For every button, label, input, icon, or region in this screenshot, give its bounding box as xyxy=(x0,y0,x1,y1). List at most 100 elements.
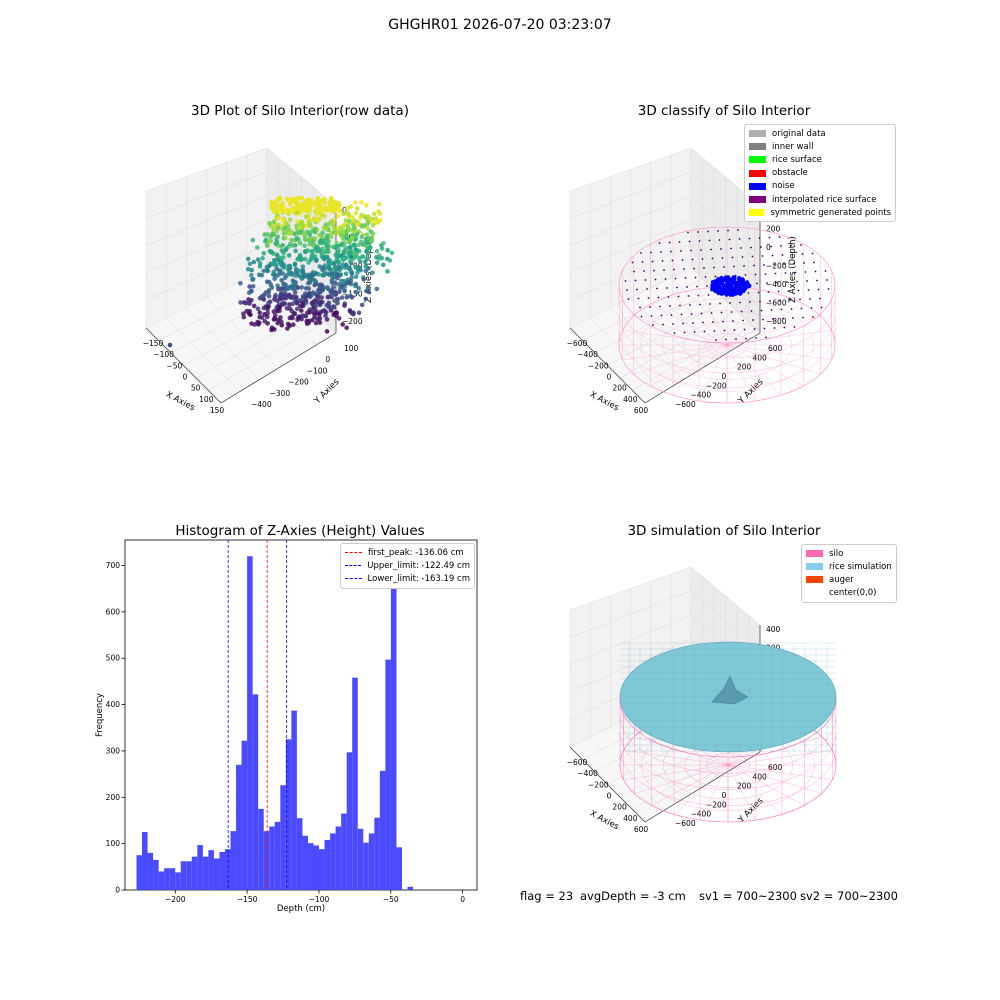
raw-scatter-point xyxy=(295,219,301,224)
raw-scatter-point xyxy=(354,290,359,295)
classify-interpolated-point xyxy=(662,323,664,326)
classify-interpolated-point xyxy=(671,259,674,262)
raw-scatter-point xyxy=(318,238,324,243)
raw-scatter-point xyxy=(269,199,274,205)
simulation-x-axis-label: X Axies xyxy=(588,809,621,833)
raw-scatter-point xyxy=(341,278,347,284)
raw-scatter-point xyxy=(359,212,365,218)
raw-scatter-point xyxy=(275,253,280,258)
raw-scatter-point xyxy=(346,225,351,231)
raw-scatter-point xyxy=(273,200,278,206)
classify-interpolated-point xyxy=(673,332,676,334)
classify-silo-wire xyxy=(618,226,836,404)
classify-interpolated-point xyxy=(774,272,777,275)
classify-interpolated-point xyxy=(704,276,707,278)
raw-scatter-point xyxy=(255,306,261,312)
raw-scatter-point xyxy=(377,211,383,216)
classify-interpolated-point xyxy=(766,282,768,284)
raw-scatter-point xyxy=(316,312,322,317)
raw-scatter-point xyxy=(309,274,314,280)
raw-scatter-point xyxy=(295,300,300,306)
legend-swatch xyxy=(749,130,766,138)
classify-interpolated-point xyxy=(649,306,651,308)
classify-interpolated-point xyxy=(819,297,821,300)
classify-x-axis-line xyxy=(569,327,646,404)
raw-scatter-point xyxy=(374,260,380,266)
raw-scatter-point xyxy=(308,204,313,210)
raw-scatter-point xyxy=(355,270,360,275)
raw-scatter-point xyxy=(345,206,350,211)
classify-interpolated-point xyxy=(624,280,627,282)
classify-interpolated-point xyxy=(778,236,781,238)
classify-interpolated-point xyxy=(680,313,683,316)
classify-interpolated-point xyxy=(783,263,785,265)
raw-scatter-point xyxy=(344,325,349,331)
classify-interpolated-point xyxy=(713,330,716,332)
raw-scatter-point xyxy=(347,259,353,264)
raw-scatter-point xyxy=(303,300,309,306)
raw-scatter-point xyxy=(322,308,328,314)
classify-interpolated-point xyxy=(796,280,798,283)
classify-silo-wire-floor-spoke xyxy=(726,329,832,346)
raw-scatter-point xyxy=(356,255,362,261)
legend-swatch xyxy=(749,143,766,151)
raw-scatter-point xyxy=(284,306,290,311)
raw-scatter-point xyxy=(294,306,300,312)
raw-scatter-point xyxy=(291,322,296,328)
classify-surface-points xyxy=(624,229,830,341)
classify-interpolated-point xyxy=(760,309,763,312)
classify-interpolated-point xyxy=(674,277,677,280)
classify-interpolated-point xyxy=(787,290,790,292)
simulation-silo-wire-floor-spoke xyxy=(727,764,833,780)
raw-scatter-point xyxy=(347,238,353,244)
legend-swatch xyxy=(806,550,823,558)
classify-interpolated-point xyxy=(763,264,765,266)
legend-item: Upper_limit: -122.49 cm xyxy=(345,559,470,572)
raw-xtick-label: 50 xyxy=(191,384,201,393)
classify-ytick-label: 600 xyxy=(768,344,783,353)
raw-scatter-point xyxy=(334,310,340,316)
raw-scatter-point xyxy=(254,245,260,250)
legend-swatch xyxy=(749,196,766,204)
raw-scatter-point xyxy=(304,200,310,206)
simulation-silo-wire-wall-ring xyxy=(619,716,837,774)
raw-scatter-point xyxy=(387,258,393,263)
classify-ytick-label: −200 xyxy=(706,381,727,390)
classify-interpolated-point xyxy=(809,298,811,300)
classify-silo-wire-wall-ring xyxy=(618,314,836,374)
raw-scatter-point xyxy=(283,246,289,252)
raw-scatter-point xyxy=(167,342,173,348)
legend-item: inner wall xyxy=(749,140,891,153)
classify-xtick-label: −600 xyxy=(567,339,588,348)
raw-scatter-point xyxy=(385,269,390,274)
legend-item: auger xyxy=(806,573,892,586)
classify-interpolated-point xyxy=(653,269,655,272)
raw-scatter-point xyxy=(356,285,362,291)
histogram-xtick-label: −50 xyxy=(383,895,399,904)
classify-interpolated-point xyxy=(781,254,784,256)
raw-scatter-point xyxy=(267,238,272,244)
histogram-bar xyxy=(158,871,165,890)
classify-interpolated-point xyxy=(723,266,725,268)
histogram-bar xyxy=(357,828,364,890)
raw-scatter-point xyxy=(276,216,281,221)
raw-scatter-point xyxy=(322,197,327,202)
raw-scatter-point xyxy=(348,254,354,260)
classify-interpolated-point xyxy=(690,249,692,252)
raw-scatter-point xyxy=(257,272,262,278)
raw-scatter-point xyxy=(329,280,335,286)
classify-silo-wire-floor-spoke xyxy=(726,294,782,346)
simulation-ytick-label: −400 xyxy=(691,810,712,819)
raw-scatter-point xyxy=(247,261,253,267)
simulation-grid-line xyxy=(569,614,692,666)
classify-silo-wire-floor-spoke xyxy=(726,344,782,396)
raw-xtick-label: 100 xyxy=(199,395,214,404)
raw-scatter-point xyxy=(279,286,284,291)
classify-interpolated-point xyxy=(681,259,684,261)
classify-interpolated-point xyxy=(712,321,714,323)
raw-scatter-point xyxy=(285,227,291,232)
raw-xtick-label: −50 xyxy=(166,361,182,370)
raw-scatter-point xyxy=(250,276,256,282)
classify-interpolated-point xyxy=(710,248,712,251)
